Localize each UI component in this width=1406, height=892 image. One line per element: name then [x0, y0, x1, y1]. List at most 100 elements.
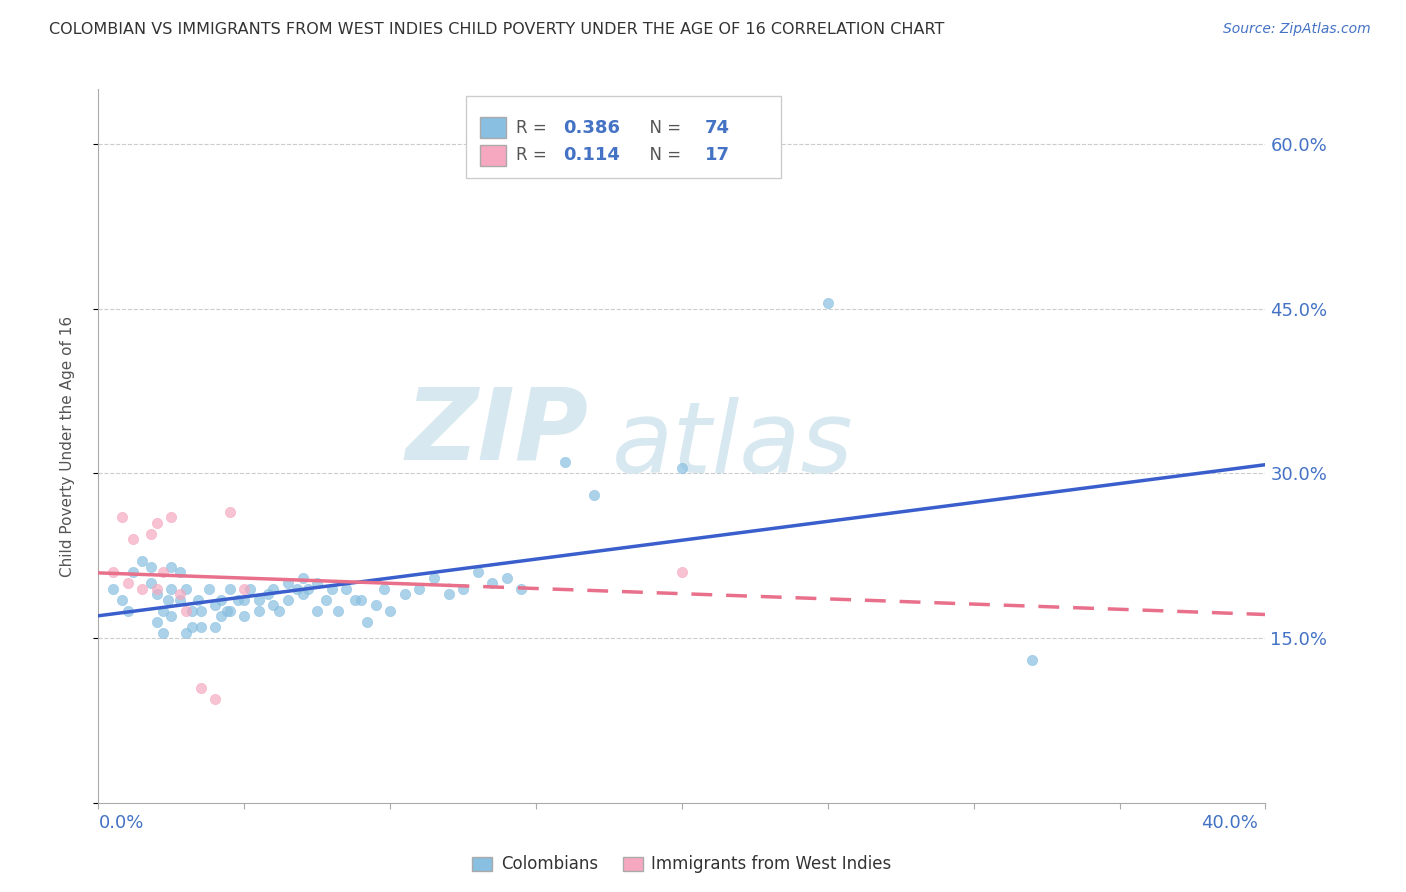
- Point: [146, 516, 169, 530]
- Point: [117, 576, 139, 591]
- Point: [122, 533, 145, 547]
- Point: [218, 582, 240, 596]
- Point: [160, 609, 183, 624]
- Point: [510, 582, 533, 596]
- FancyBboxPatch shape: [465, 96, 782, 178]
- Point: [209, 592, 232, 607]
- Point: [146, 582, 169, 596]
- Text: 0.386: 0.386: [562, 119, 620, 136]
- Point: [269, 604, 291, 618]
- Point: [262, 598, 284, 612]
- Point: [180, 620, 202, 634]
- Point: [394, 587, 416, 601]
- Point: [291, 571, 314, 585]
- Point: [307, 604, 329, 618]
- Point: [467, 566, 489, 580]
- Point: [209, 609, 232, 624]
- Point: [247, 592, 270, 607]
- Point: [364, 598, 387, 612]
- Point: [152, 625, 174, 640]
- Point: [495, 571, 517, 585]
- Point: [117, 604, 139, 618]
- Text: R =: R =: [516, 119, 553, 136]
- Point: [169, 587, 191, 601]
- Text: atlas: atlas: [612, 398, 853, 494]
- Legend: Colombians, Immigrants from West Indies: Colombians, Immigrants from West Indies: [465, 849, 898, 880]
- Point: [139, 559, 162, 574]
- Point: [204, 691, 226, 706]
- Point: [233, 582, 256, 596]
- Point: [297, 582, 319, 596]
- Point: [139, 576, 162, 591]
- Point: [481, 576, 503, 591]
- Point: [180, 604, 202, 618]
- Point: [437, 587, 460, 601]
- Point: [215, 604, 238, 618]
- Text: Source: ZipAtlas.com: Source: ZipAtlas.com: [1223, 22, 1371, 37]
- Point: [451, 582, 474, 596]
- Point: [169, 566, 191, 580]
- Point: [671, 461, 693, 475]
- Point: [160, 559, 183, 574]
- Text: 0.114: 0.114: [562, 146, 620, 164]
- Point: [174, 582, 197, 596]
- Bar: [479, 117, 506, 138]
- Point: [101, 566, 124, 580]
- Point: [174, 604, 197, 618]
- Point: [218, 505, 240, 519]
- Point: [111, 510, 134, 524]
- Point: [335, 582, 357, 596]
- Point: [146, 587, 169, 601]
- Point: [131, 582, 153, 596]
- Point: [122, 566, 145, 580]
- Point: [583, 488, 606, 502]
- Point: [198, 582, 221, 596]
- Point: [326, 604, 349, 618]
- Point: [218, 604, 240, 618]
- Point: [101, 582, 124, 596]
- Point: [671, 566, 693, 580]
- Bar: [479, 145, 506, 166]
- Point: [291, 587, 314, 601]
- Point: [160, 510, 183, 524]
- Text: N =: N =: [638, 146, 686, 164]
- Point: [262, 582, 284, 596]
- Point: [315, 592, 337, 607]
- Point: [146, 615, 169, 629]
- Point: [139, 526, 162, 541]
- Text: 0.0%: 0.0%: [98, 814, 143, 831]
- Point: [204, 620, 226, 634]
- Point: [554, 455, 576, 469]
- Point: [239, 582, 262, 596]
- Point: [350, 592, 373, 607]
- Point: [111, 592, 134, 607]
- Text: ZIP: ZIP: [405, 384, 589, 480]
- Point: [817, 296, 839, 310]
- Point: [174, 625, 197, 640]
- Point: [131, 554, 153, 568]
- Point: [256, 587, 278, 601]
- Point: [160, 582, 183, 596]
- Point: [247, 604, 270, 618]
- Point: [152, 566, 174, 580]
- Point: [285, 582, 308, 596]
- Point: [321, 582, 343, 596]
- Point: [169, 592, 191, 607]
- Point: [190, 681, 212, 695]
- Point: [344, 592, 367, 607]
- Point: [204, 598, 226, 612]
- Point: [373, 582, 395, 596]
- Text: COLOMBIAN VS IMMIGRANTS FROM WEST INDIES CHILD POVERTY UNDER THE AGE OF 16 CORRE: COLOMBIAN VS IMMIGRANTS FROM WEST INDIES…: [49, 22, 945, 37]
- Point: [356, 615, 378, 629]
- Text: N =: N =: [638, 119, 686, 136]
- Text: R =: R =: [516, 146, 553, 164]
- Point: [378, 604, 402, 618]
- Point: [228, 592, 250, 607]
- Point: [423, 571, 446, 585]
- Y-axis label: Child Poverty Under the Age of 16: Child Poverty Under the Age of 16: [60, 316, 75, 576]
- Point: [190, 620, 212, 634]
- Point: [187, 592, 209, 607]
- Text: 17: 17: [706, 146, 730, 164]
- Point: [233, 609, 256, 624]
- Point: [277, 576, 299, 591]
